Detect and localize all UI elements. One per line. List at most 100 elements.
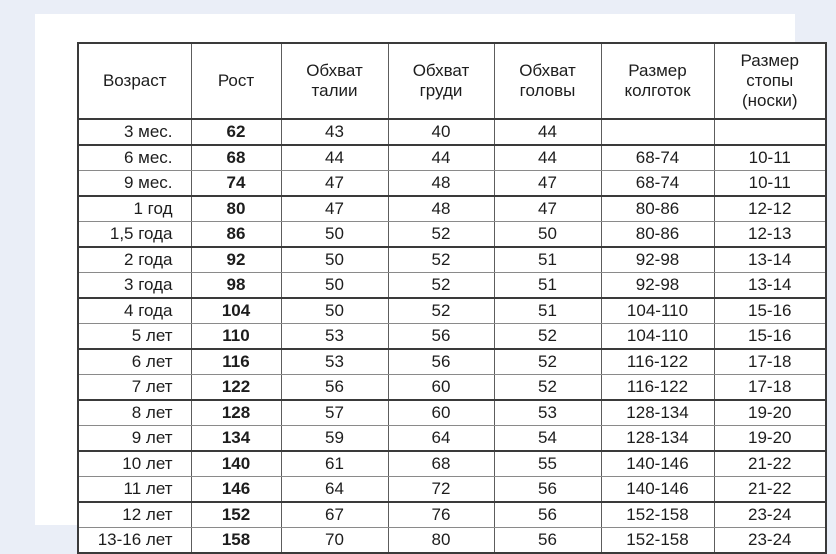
table-row: 2 года 92 50 52 51 92-98 13-14 (77, 247, 827, 273)
cell-height: 158 (190, 527, 282, 554)
cell-tights: 152-158 (600, 502, 715, 528)
cell-tights: 68-74 (600, 145, 715, 171)
cell-tights: 128-134 (600, 400, 715, 426)
cell-age: 3 мес. (77, 119, 192, 146)
cell-waist: 44 (280, 145, 389, 171)
table-row: 10 лет 140 61 68 55 140-146 21-22 (77, 451, 827, 477)
cell-head: 56 (493, 476, 602, 503)
column-header-line: Обхват (519, 61, 576, 80)
cell-waist: 57 (280, 400, 389, 426)
cell-tights: 104-110 (600, 298, 715, 324)
cell-age: 6 мес. (77, 145, 192, 171)
cell-tights: 128-134 (600, 425, 715, 452)
cell-tights: 104-110 (600, 323, 715, 350)
table-row: 9 лет 134 59 64 54 128-134 19-20 (77, 425, 827, 452)
cell-head: 53 (493, 400, 602, 426)
cell-height: 74 (190, 170, 282, 197)
cell-age: 11 лет (77, 476, 192, 503)
document-sheet: Возраст Рост Обхват талии Обхват груди Обхват г… (35, 14, 827, 554)
cell-waist: 67 (280, 502, 389, 528)
cell-foot: 19-20 (713, 425, 827, 452)
cell-age: 13-16 лет (77, 527, 192, 554)
cell-height: 134 (190, 425, 282, 452)
cell-chest: 56 (387, 349, 495, 375)
cell-head: 44 (493, 119, 602, 146)
cell-waist: 53 (280, 323, 389, 350)
table-header: Возраст Рост Обхват талии Обхват груди Обхват г… (77, 42, 827, 120)
cell-foot: 23-24 (713, 527, 827, 554)
column-header-line: Размер (740, 51, 799, 70)
table-body: 3 мес. 62 43 40 44 6 мес. 68 44 44 44 68-74 10-11 9 … (77, 119, 827, 554)
column-header-height: Рост (190, 42, 282, 120)
cell-waist: 50 (280, 298, 389, 324)
cell-age: 6 лет (77, 349, 192, 375)
cell-chest: 68 (387, 451, 495, 477)
cell-age: 7 лет (77, 374, 192, 401)
column-header-chest: Обхват груди (387, 42, 495, 120)
cell-tights: 140-146 (600, 451, 715, 477)
cell-height: 62 (190, 119, 282, 146)
cell-foot: 19-20 (713, 400, 827, 426)
cell-foot: 13-14 (713, 272, 827, 299)
children-size-chart-table: Возраст Рост Обхват талии Обхват груди Обхват г… (77, 42, 827, 554)
cell-tights: 92-98 (600, 272, 715, 299)
cell-tights: 116-122 (600, 374, 715, 401)
cell-chest: 52 (387, 247, 495, 273)
cell-height: 98 (190, 272, 282, 299)
cell-age: 9 лет (77, 425, 192, 452)
table-row: 13-16 лет 158 70 80 56 152-158 23-24 (77, 527, 827, 554)
column-header-line: Обхват (306, 61, 363, 80)
cell-waist: 61 (280, 451, 389, 477)
cell-waist: 59 (280, 425, 389, 452)
cell-head: 55 (493, 451, 602, 477)
cell-chest: 72 (387, 476, 495, 503)
cell-height: 146 (190, 476, 282, 503)
column-header-line: груди (419, 81, 463, 100)
cell-chest: 60 (387, 374, 495, 401)
column-header-line: стопы (746, 71, 794, 90)
cell-foot: 15-16 (713, 323, 827, 350)
cell-age: 3 года (77, 272, 192, 299)
cell-height: 122 (190, 374, 282, 401)
column-header-line: (носки) (741, 91, 798, 110)
cell-tights: 92-98 (600, 247, 715, 273)
cell-foot: 21-22 (713, 476, 827, 503)
column-header-line: головы (519, 81, 576, 100)
table-row: 3 года 98 50 52 51 92-98 13-14 (77, 272, 827, 299)
table-row: 6 лет 116 53 56 52 116-122 17-18 (77, 349, 827, 375)
cell-tights: 152-158 (600, 527, 715, 554)
cell-age: 10 лет (77, 451, 192, 477)
cell-age: 8 лет (77, 400, 192, 426)
cell-waist: 53 (280, 349, 389, 375)
table-row: 9 мес. 74 47 48 47 68-74 10-11 (77, 170, 827, 197)
cell-chest: 52 (387, 272, 495, 299)
cell-waist: 50 (280, 272, 389, 299)
cell-waist: 47 (280, 170, 389, 197)
cell-chest: 52 (387, 221, 495, 248)
cell-chest: 40 (387, 119, 495, 146)
cell-age: 5 лет (77, 323, 192, 350)
cell-age: 2 года (77, 247, 192, 273)
cell-waist: 50 (280, 221, 389, 248)
cell-height: 92 (190, 247, 282, 273)
cell-chest: 60 (387, 400, 495, 426)
cell-height: 152 (190, 502, 282, 528)
column-header-line: Рост (217, 71, 255, 90)
cell-chest: 52 (387, 298, 495, 324)
cell-tights (600, 119, 715, 146)
cell-waist: 47 (280, 196, 389, 222)
cell-head: 52 (493, 374, 602, 401)
cell-age: 12 лет (77, 502, 192, 528)
cell-chest: 48 (387, 196, 495, 222)
column-header-foot: Размер стопы (носки) (713, 42, 827, 120)
cell-height: 140 (190, 451, 282, 477)
table-row: 7 лет 122 56 60 52 116-122 17-18 (77, 374, 827, 401)
cell-age: 1,5 года (77, 221, 192, 248)
table-row: 1,5 года 86 50 52 50 80-86 12-13 (77, 221, 827, 248)
cell-head: 44 (493, 145, 602, 171)
cell-head: 50 (493, 221, 602, 248)
table-row: 1 год 80 47 48 47 80-86 12-12 (77, 196, 827, 222)
cell-foot: 17-18 (713, 374, 827, 401)
cell-chest: 56 (387, 323, 495, 350)
column-header-line: Размер (628, 61, 687, 80)
